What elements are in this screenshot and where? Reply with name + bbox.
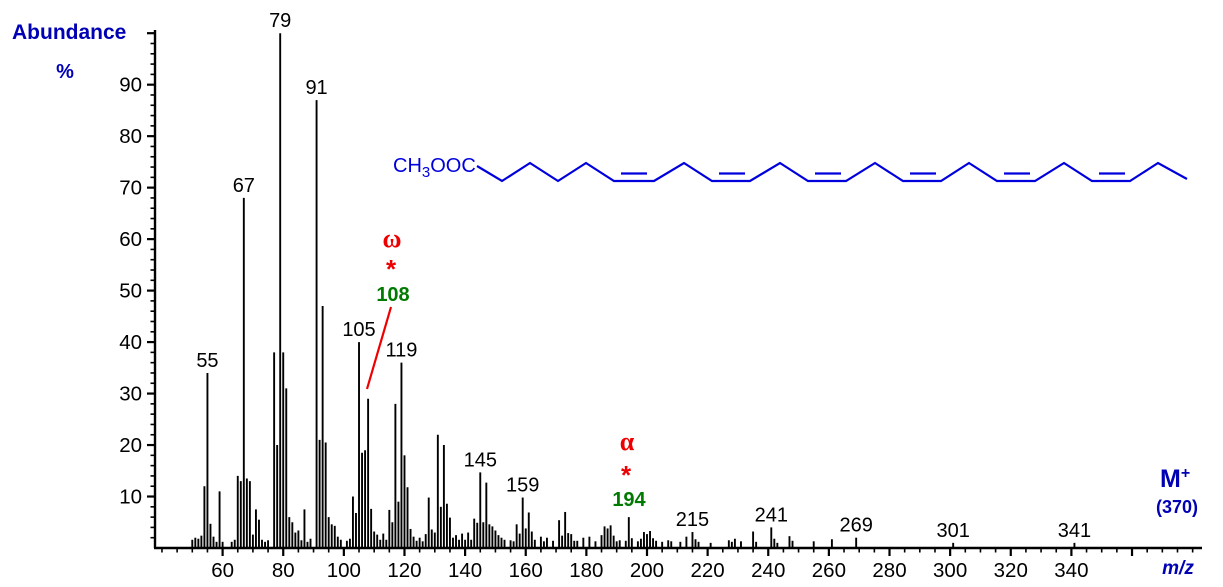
alpha-symbol: α <box>620 427 635 456</box>
y-tick-label-40: 40 <box>119 331 142 354</box>
peak-label-105: 105 <box>342 319 375 341</box>
y-axis-unit: % <box>56 61 74 83</box>
x-tick-label-120: 120 <box>387 559 421 582</box>
x-tick-label-160: 160 <box>509 559 543 582</box>
peak-label-145: 145 <box>464 449 497 471</box>
y-tick-label-70: 70 <box>119 177 142 200</box>
y-axis-title: Abundance <box>12 21 126 44</box>
peak-label-79: 79 <box>269 10 291 32</box>
omega-mass: 108 <box>376 284 409 306</box>
x-tick-label-200: 200 <box>630 559 664 582</box>
carbon-chain <box>476 161 1188 183</box>
y-tick-label-30: 30 <box>119 383 142 406</box>
axes <box>153 30 1202 550</box>
y-axis-ticks: 10 20 30 40 50 60 70 80 90 <box>119 32 155 539</box>
x-tick-label-80: 80 <box>272 559 295 582</box>
y-tick-label-60: 60 <box>119 228 142 251</box>
omega-star: * <box>386 254 397 284</box>
ester-group-label: CH3OOC <box>393 155 476 181</box>
peak-label-91: 91 <box>305 77 327 99</box>
x-tick-label-340: 340 <box>1054 559 1088 582</box>
x-tick-label-220: 220 <box>691 559 725 582</box>
y-tick-label-90: 90 <box>119 74 142 97</box>
x-tick-label-60: 60 <box>211 559 234 582</box>
peak-label-67: 67 <box>233 175 255 197</box>
molecular-ion-mass: (370) <box>1156 497 1198 517</box>
peak-label-241: 241 <box>755 504 788 526</box>
omega-symbol: ω <box>382 224 401 253</box>
y-tick-label-10: 10 <box>119 486 142 509</box>
x-tick-label-280: 280 <box>872 559 906 582</box>
peak-label-159: 159 <box>506 475 539 497</box>
x-tick-label-300: 300 <box>933 559 967 582</box>
x-tick-label-260: 260 <box>812 559 846 582</box>
y-tick-label-80: 80 <box>119 125 142 148</box>
peak-label-215: 215 <box>676 509 709 531</box>
y-tick-label-50: 50 <box>119 280 142 303</box>
peak-label-301: 301 <box>936 520 969 542</box>
x-axis-title: m/z <box>1162 558 1194 579</box>
molecular-ion-label: M+ <box>1160 465 1190 493</box>
x-tick-label-180: 180 <box>569 559 603 582</box>
peak-label-341: 341 <box>1058 520 1091 542</box>
peak-label-119: 119 <box>386 340 418 362</box>
alpha-star: * <box>621 460 632 490</box>
peak-label-269: 269 <box>839 515 872 537</box>
x-axis-ticks: 60 80 100 120 140 160 180 200 220 240 260 280 300 320… <box>161 548 1194 582</box>
peak-labels: 55 67 79 91 105 119 145 159 215 241 269 301 341 <box>196 10 1091 542</box>
x-tick-label-140: 140 <box>448 559 482 582</box>
chemical-structure: CH3OOC <box>393 155 1188 183</box>
omega-fragment-annotation: ω * 108 <box>365 224 410 390</box>
peaks <box>191 33 1076 548</box>
y-tick-label-20: 20 <box>119 434 142 457</box>
peak-label-55: 55 <box>196 350 218 372</box>
omega-pointer-line <box>365 306 393 390</box>
alpha-fragment-annotation: α * 194 <box>612 427 646 511</box>
x-tick-label-100: 100 <box>327 559 361 582</box>
alpha-mass: 194 <box>612 489 646 511</box>
x-tick-label-320: 320 <box>994 559 1028 582</box>
x-tick-label-240: 240 <box>751 559 785 582</box>
